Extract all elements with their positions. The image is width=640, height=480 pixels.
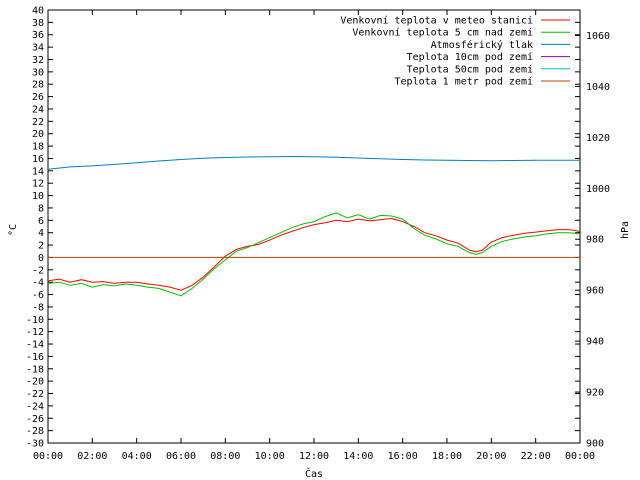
y-left-tick-label: -28	[26, 426, 44, 437]
y-left-tick-label: 20	[32, 129, 44, 140]
y-left-tick-label: 14	[32, 166, 44, 177]
x-tick-label: 10:00	[255, 451, 285, 462]
y-axis-left: -30-28-26-24-22-20-18-16-14-12-10-8-6-4-…	[26, 6, 580, 450]
y-left-tick-label: -10	[26, 315, 44, 326]
y-left-tick-label: -14	[26, 340, 44, 351]
y-left-tick-label: -16	[26, 352, 44, 363]
y-right-tick-label: 980	[586, 235, 604, 246]
x-tick-label: 00:00	[565, 451, 595, 462]
y-left-tick-label: -12	[26, 327, 44, 338]
y-right-tick-label: 920	[586, 388, 604, 399]
y-left-tick-label: 36	[32, 30, 44, 41]
y-left-tick-label: -26	[26, 414, 44, 425]
y-left-tick-label: 12	[32, 179, 44, 190]
x-tick-label: 02:00	[77, 451, 107, 462]
y-left-tick-label: -20	[26, 377, 44, 388]
x-tick-label: 12:00	[299, 451, 329, 462]
y-left-tick-label: -22	[26, 389, 44, 400]
y-left-tick-label: 18	[32, 142, 44, 153]
y-left-tick-label: 22	[32, 117, 44, 128]
y-left-tick-label: -4	[32, 278, 44, 289]
y-left-tick-label: 2	[38, 241, 44, 252]
legend: Venkovní teplota v meteo staniciVenkovní…	[340, 15, 570, 88]
series-line-1	[47, 217, 581, 291]
series-line-3	[47, 155, 580, 170]
x-axis: 00:00 02:00 04:00 06:00 08:00 10:00 12:00 14:00…	[33, 10, 595, 462]
x-tick-label: 14:00	[343, 451, 373, 462]
y-left-tick-label: 24	[32, 104, 44, 115]
series-line-2	[47, 212, 581, 297]
legend-label: Atmosférický tlak	[431, 39, 533, 51]
y-right-tick-label: 900	[586, 439, 604, 450]
legend-label: Teplota 10cm pod zemí	[407, 51, 533, 63]
y-left-tick-label: 40	[32, 6, 44, 17]
x-tick-label: 22:00	[521, 451, 551, 462]
y-left-tick-label: 10	[32, 191, 44, 202]
x-tick-label: 16:00	[388, 451, 418, 462]
legend-label: Teplota 1 metr pod zemí	[395, 76, 533, 88]
y-left-tick-label: -18	[26, 364, 44, 375]
x-tick-label: 04:00	[122, 451, 152, 462]
y-left-tick-label: -6	[32, 290, 44, 301]
y-left-tick-label: 38	[32, 18, 44, 29]
y-left-tick-label: 34	[32, 43, 44, 54]
y-left-tick-label: 28	[32, 80, 44, 91]
y-right-tick-label: 960	[586, 286, 604, 297]
y-left-tick-label: 16	[32, 154, 44, 165]
y-axis-right-label: hPa	[620, 221, 631, 239]
y-right-tick-label: 1060	[586, 31, 610, 42]
y-left-tick-label: 6	[38, 216, 44, 227]
x-tick-label: 20:00	[476, 451, 506, 462]
y-left-tick-label: -24	[26, 401, 44, 412]
y-left-tick-label: -30	[26, 439, 44, 450]
y-left-tick-label: 8	[38, 203, 44, 214]
y-left-tick-label: 30	[32, 67, 44, 78]
y-right-tick-label: 1040	[586, 82, 610, 93]
x-tick-label: 08:00	[210, 451, 240, 462]
y-left-tick-label: -2	[32, 265, 44, 276]
x-tick-label: 06:00	[166, 451, 196, 462]
x-tick-label: 18:00	[432, 451, 462, 462]
y-left-tick-label: -8	[32, 302, 44, 313]
y-left-tick-label: 0	[38, 253, 44, 264]
y-axis-left-label: °C	[8, 224, 19, 236]
legend-label: Teplota 50cm pod zemí	[407, 63, 533, 75]
y-axis-right: 900 920 940 960 980 1000 1020 1040 1060	[575, 31, 610, 450]
legend-label: Venkovní teplota v meteo stanici	[340, 15, 533, 27]
series-layer	[47, 155, 581, 297]
y-right-tick-label: 1000	[586, 184, 610, 195]
legend-label: Venkovní teplota 5 cm nad zemí	[352, 27, 533, 39]
x-tick-label: 00:00	[33, 451, 63, 462]
y-left-tick-label: 4	[38, 228, 44, 239]
y-right-tick-label: 1020	[586, 133, 610, 144]
y-left-tick-label: 32	[32, 55, 44, 66]
y-left-tick-label: 26	[32, 92, 44, 103]
y-right-tick-label: 940	[586, 337, 604, 348]
x-axis-label: Čas	[305, 467, 323, 480]
